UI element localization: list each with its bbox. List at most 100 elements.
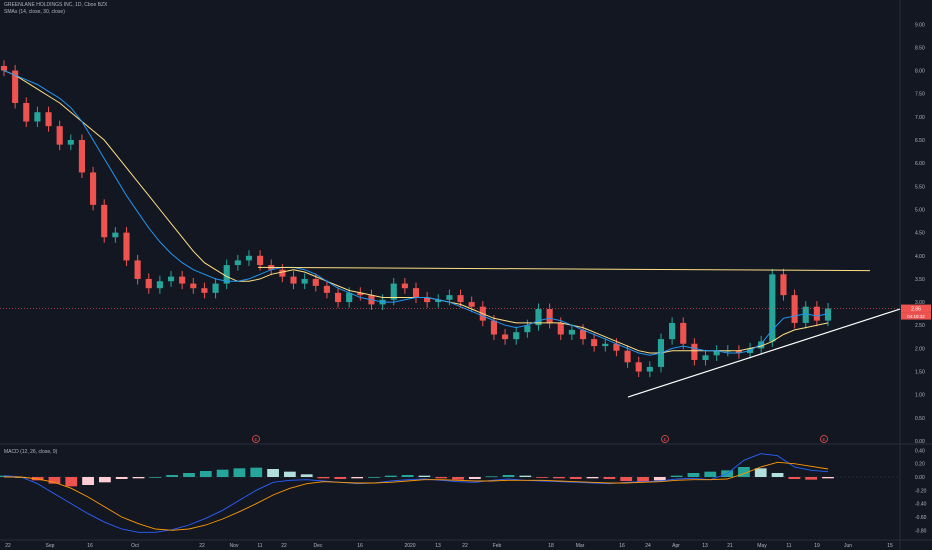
macd-histogram-bar xyxy=(334,477,347,479)
macd-histogram-bar xyxy=(166,475,179,477)
macd-histogram-bar xyxy=(0,475,10,477)
macd-histogram-bar xyxy=(553,477,565,479)
candle-body xyxy=(724,350,731,352)
macd-histogram-bar xyxy=(754,468,767,477)
candle-body xyxy=(334,292,342,303)
earnings-marker-icon xyxy=(252,435,260,443)
macd-histogram-bar xyxy=(586,477,599,479)
candle-body xyxy=(591,339,598,347)
price-tick-label: 1.50 xyxy=(915,370,925,376)
candle-body xyxy=(34,112,41,122)
macd-histogram-bar xyxy=(368,477,380,478)
macd-histogram-bar xyxy=(233,468,246,477)
price-tick-label: 5.50 xyxy=(915,184,925,190)
time-axis-label: Jun xyxy=(844,543,852,549)
candle-body xyxy=(502,334,509,340)
candle-body xyxy=(323,285,330,293)
time-axis-label: Dec xyxy=(314,543,323,549)
candle-body xyxy=(290,276,297,284)
candle-body xyxy=(646,366,653,372)
candle-body xyxy=(758,341,765,349)
candle-body xyxy=(557,322,564,335)
candle-body xyxy=(145,278,152,289)
macd-histogram-bar xyxy=(283,471,296,477)
candle-body xyxy=(780,274,787,296)
time-axis-label: Feb xyxy=(493,543,502,549)
candle-body xyxy=(45,112,52,127)
candle-body xyxy=(312,278,319,286)
candle-body xyxy=(190,283,197,289)
price-tick-label: 8.50 xyxy=(915,45,925,51)
candle-body xyxy=(90,172,97,205)
earnings-marker-label: E xyxy=(822,437,825,442)
macd-histogram-bar xyxy=(738,467,750,477)
macd-histogram-bar xyxy=(502,475,515,477)
candle-body xyxy=(635,362,642,372)
time-axis-label: 22 xyxy=(199,543,205,549)
earnings-marker-label: E xyxy=(663,437,666,442)
time-axis-label: May xyxy=(757,543,767,549)
candle-body xyxy=(56,126,63,145)
time-axis-label: 21 xyxy=(727,543,733,549)
macd-histogram-bar xyxy=(704,471,717,477)
macd-histogram-bar xyxy=(132,477,145,479)
macd-histogram-bar xyxy=(822,477,834,479)
price-tick-label: 7.50 xyxy=(915,92,925,98)
macd-histogram-bar xyxy=(653,477,666,481)
price-tick-label: 1.00 xyxy=(915,393,925,399)
macd-histogram-bar xyxy=(468,477,481,479)
price-tick-label: 4.00 xyxy=(915,254,925,260)
candle-body xyxy=(613,343,620,351)
time-axis-label: Mar xyxy=(576,543,585,549)
candle-body xyxy=(769,274,776,342)
candle-body xyxy=(535,309,542,326)
macd-header: MACD (12, 26, close, 9) xyxy=(4,449,58,455)
macd-tick-label: -0.40 xyxy=(915,502,927,508)
time-axis-label: 15 xyxy=(887,543,893,549)
candle-body xyxy=(23,102,30,122)
candle-body xyxy=(245,255,253,261)
price-tick-label: 5.00 xyxy=(915,207,925,213)
candle-body xyxy=(624,350,631,363)
candle-body xyxy=(546,309,553,323)
macd-histogram-bar xyxy=(788,477,801,479)
macd-histogram-bar xyxy=(149,477,162,478)
macd-histogram-bar xyxy=(435,477,448,479)
macd-histogram-bar xyxy=(620,477,633,481)
resistance-trendline xyxy=(257,266,871,272)
price-tick-label: 3.50 xyxy=(915,277,925,283)
candle-body xyxy=(78,140,86,173)
time-axis-label: 24 xyxy=(645,543,651,549)
macd-histogram-bar xyxy=(771,473,784,477)
candle-body xyxy=(301,278,308,284)
macd-histogram-bar xyxy=(569,477,582,479)
macd-histogram-bar xyxy=(384,475,397,477)
candle-body xyxy=(791,295,798,323)
candle-body xyxy=(279,269,286,277)
price-tick-label: 8.00 xyxy=(915,69,925,75)
macd-histogram-bar xyxy=(267,469,279,477)
candle-body xyxy=(223,265,230,284)
candle-body xyxy=(824,308,832,321)
macd-histogram-bar xyxy=(199,471,212,477)
candle-body xyxy=(134,260,141,279)
candle-body xyxy=(468,302,475,307)
macd-histogram-bar xyxy=(687,473,700,477)
candle-body xyxy=(179,276,186,284)
indicator-header: SMAs (14, close, 30, close) xyxy=(4,9,65,15)
candle-body xyxy=(669,322,676,340)
macd-histogram-bar xyxy=(82,477,94,485)
price-tick-label: 6.00 xyxy=(915,161,925,167)
time-axis-label: 11 xyxy=(257,543,262,549)
candle-body xyxy=(101,204,108,238)
candle-body xyxy=(702,355,709,360)
earnings-marker-label: E xyxy=(254,437,257,442)
candle-body xyxy=(568,329,575,335)
time-axis-label: 16 xyxy=(87,543,93,549)
macd-histogram-bar xyxy=(637,477,649,483)
macd-histogram-bar xyxy=(183,473,195,477)
macd-histogram-bar xyxy=(536,477,549,478)
candle-body xyxy=(490,320,498,335)
candle-body xyxy=(156,281,163,289)
